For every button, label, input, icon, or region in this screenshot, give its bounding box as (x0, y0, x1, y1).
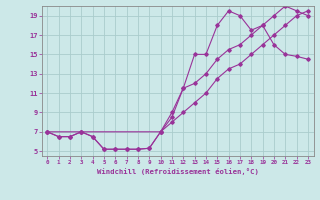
X-axis label: Windchill (Refroidissement éolien,°C): Windchill (Refroidissement éolien,°C) (97, 168, 259, 175)
